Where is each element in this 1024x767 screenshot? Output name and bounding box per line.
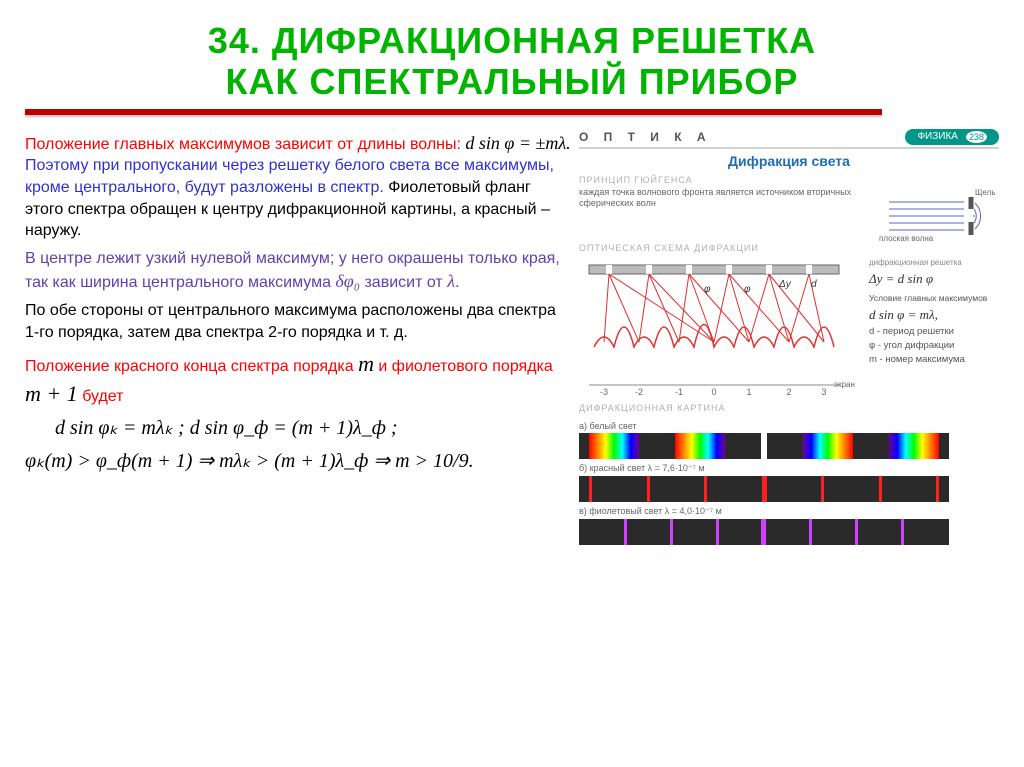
svg-text:плоская волна: плоская волна	[879, 234, 934, 242]
slit-diagram: Щель плоская волна	[879, 187, 999, 237]
svg-text:-2: -2	[635, 387, 643, 397]
card-subtitle: Дифракция света	[579, 153, 999, 169]
section-scheme: ОПТИЧЕСКАЯ СХЕМА ДИФРАКЦИИ	[579, 243, 999, 253]
equation-inequality: φₖ(m) > φ_ф(m + 1) ⇒ mλₖ > (m + 1)λ_ф ⇒ …	[25, 448, 571, 475]
symbol-m-plus-1: m + 1	[25, 381, 78, 406]
label-red-light: б) красный свет λ = 7,6·10⁻⁷ м	[579, 463, 999, 474]
diffraction-scheme: φ φ Δy d -3 -2 -1 0 1 2 3 экран дифракционная…	[579, 257, 999, 397]
main-content: Положение главных максимумов зависит от …	[25, 129, 999, 545]
page-title: 34. ДИФРАКЦИОННАЯ РЕШЕТКА КАК СПЕКТРАЛЬН…	[25, 20, 999, 103]
symbol-m: m	[358, 351, 374, 376]
formula-delta-phi: δφ₀	[335, 271, 360, 291]
spectrum-white	[579, 433, 949, 459]
huygens-text: каждая точка волнового фронта является и…	[579, 187, 869, 210]
right-reference-card: О П Т И К А ФИЗИКА 238 Дифракция света П…	[579, 129, 999, 545]
formula-condition: d sin φ = ±mλ.	[465, 133, 570, 153]
formula-column: дифракционная решетка Δy = d sin φ Услов…	[869, 257, 999, 368]
paragraph-2: В центре лежит узкий нулевой максимум; у…	[25, 248, 571, 294]
svg-text:φ: φ	[704, 284, 711, 295]
section-huygens: ПРИНЦИП ГЮЙГЕНСА	[579, 175, 999, 185]
svg-text:-3: -3	[600, 387, 608, 397]
slit-label: Щель	[975, 188, 996, 197]
svg-text:-1: -1	[675, 387, 683, 397]
symbol-lambda: λ	[447, 271, 455, 291]
svg-text:2: 2	[786, 387, 791, 397]
left-text-column: Положение главных максимумов зависит от …	[25, 129, 571, 545]
formula-delta-y: Δy = d sin φ	[869, 269, 999, 289]
svg-text:φ: φ	[744, 284, 751, 295]
svg-text:1: 1	[746, 387, 751, 397]
svg-text:Δy: Δy	[778, 279, 792, 290]
huygens-block: каждая точка волнового фронта является и…	[579, 187, 999, 237]
card-header: О П Т И К А ФИЗИКА 238	[579, 129, 999, 149]
label-white-light: а) белый свет	[579, 421, 999, 431]
title-underline	[25, 109, 882, 115]
label-violet-light: в) фиолетовый свет λ = 4,0·10⁻⁷ м	[579, 506, 999, 517]
paragraph-1: Положение главных максимумов зависит от …	[25, 131, 571, 242]
spectrum-red	[579, 476, 949, 502]
physics-badge: ФИЗИКА 238	[905, 129, 999, 145]
svg-text:3: 3	[821, 387, 826, 397]
svg-text:d: d	[811, 279, 817, 290]
paragraph-3: По обе стороны от центрального максимума…	[25, 300, 571, 343]
equation-positions: d sin φₖ = mλₖ ; d sin φ_ф = (m + 1)λ_ф …	[55, 415, 571, 442]
svg-text:0: 0	[711, 387, 716, 397]
spectrum-section: а) белый свет б) красный свет λ = 7,6·10…	[579, 421, 999, 545]
optics-label: О П Т И К А	[579, 130, 712, 144]
formula-maxima: d sin φ = mλ,	[869, 305, 999, 325]
svg-text:экран: экран	[834, 380, 855, 389]
paragraph-4: Положение красного конца спектра порядка…	[25, 349, 571, 408]
section-pattern: ДИФРАКЦИОННАЯ КАРТИНА	[579, 403, 999, 413]
spectrum-violet	[579, 519, 949, 545]
